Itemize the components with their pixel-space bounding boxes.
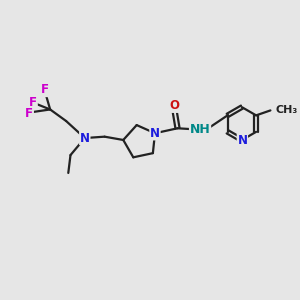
Text: O: O: [169, 99, 179, 112]
Text: N: N: [237, 134, 248, 147]
Text: F: F: [41, 83, 49, 96]
Text: F: F: [29, 96, 37, 109]
Text: N: N: [150, 127, 160, 140]
Text: F: F: [25, 107, 33, 120]
Text: CH₃: CH₃: [275, 105, 298, 115]
Text: N: N: [80, 131, 90, 145]
Text: NH: NH: [190, 123, 210, 136]
